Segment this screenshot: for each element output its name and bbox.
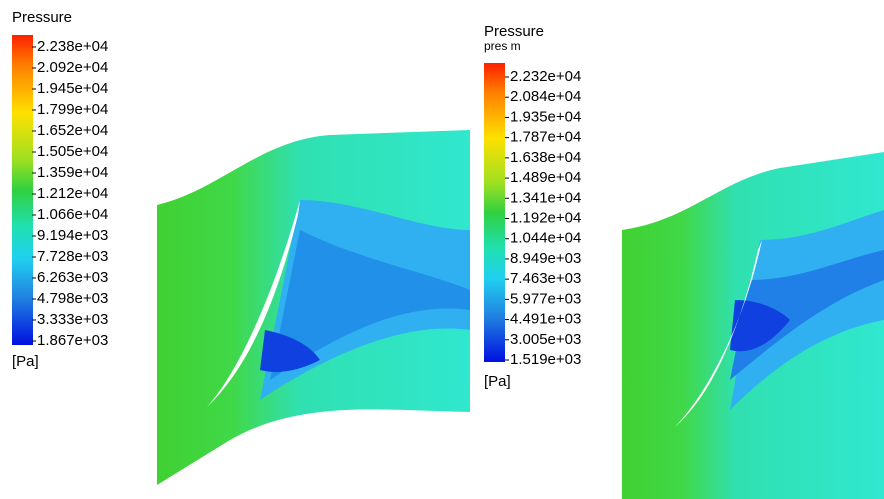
legend-label: 1.044e+04 <box>510 230 581 247</box>
color-bar <box>12 35 33 345</box>
legend-label: 2.232e+04 <box>510 68 581 85</box>
legend-label: 1.787e+04 <box>510 129 581 146</box>
legend-label: 4.491e+03 <box>510 311 581 328</box>
contour-field <box>157 130 470 485</box>
legend-label: 5.977e+03 <box>510 290 581 307</box>
legend-title: Pressure <box>484 23 544 40</box>
color-bar <box>484 63 505 362</box>
legend-label: 6.263e+03 <box>37 269 108 286</box>
legend-label: 1.489e+04 <box>510 169 581 186</box>
legend-label: 1.066e+04 <box>37 206 108 223</box>
contour-field <box>622 152 884 499</box>
legend-label: 4.798e+03 <box>37 290 108 307</box>
legend-label: 1.212e+04 <box>37 185 108 202</box>
legend-label: 1.935e+04 <box>510 108 581 125</box>
legend-title: Pressure <box>12 9 72 26</box>
legend-label: 1.505e+04 <box>37 143 108 160</box>
legend-label: 2.084e+04 <box>510 88 581 105</box>
legend-label: 3.333e+03 <box>37 311 108 328</box>
legend-label: 1.192e+04 <box>510 209 581 226</box>
legend-unit: [Pa] <box>12 353 39 370</box>
legend-subtitle: pres m <box>484 39 521 53</box>
legend-label: 1.519e+03 <box>510 351 581 368</box>
legend-label: 9.194e+03 <box>37 227 108 244</box>
legend-label: 7.463e+03 <box>510 270 581 287</box>
legend-label: 7.728e+03 <box>37 248 108 265</box>
legend-label: 1.341e+04 <box>510 189 581 206</box>
legend-label: 1.945e+04 <box>37 80 108 97</box>
legend-label: 2.238e+04 <box>37 38 108 55</box>
legend-label: 1.652e+04 <box>37 122 108 139</box>
legend-label: 1.867e+03 <box>37 332 108 349</box>
legend-label: 1.799e+04 <box>37 101 108 118</box>
legend-label: 8.949e+03 <box>510 250 581 267</box>
legend-label: 2.092e+04 <box>37 59 108 76</box>
legend-unit: [Pa] <box>484 373 511 390</box>
legend-label: 1.638e+04 <box>510 149 581 166</box>
legend-label: 3.005e+03 <box>510 331 581 348</box>
legend-label: 1.359e+04 <box>37 164 108 181</box>
